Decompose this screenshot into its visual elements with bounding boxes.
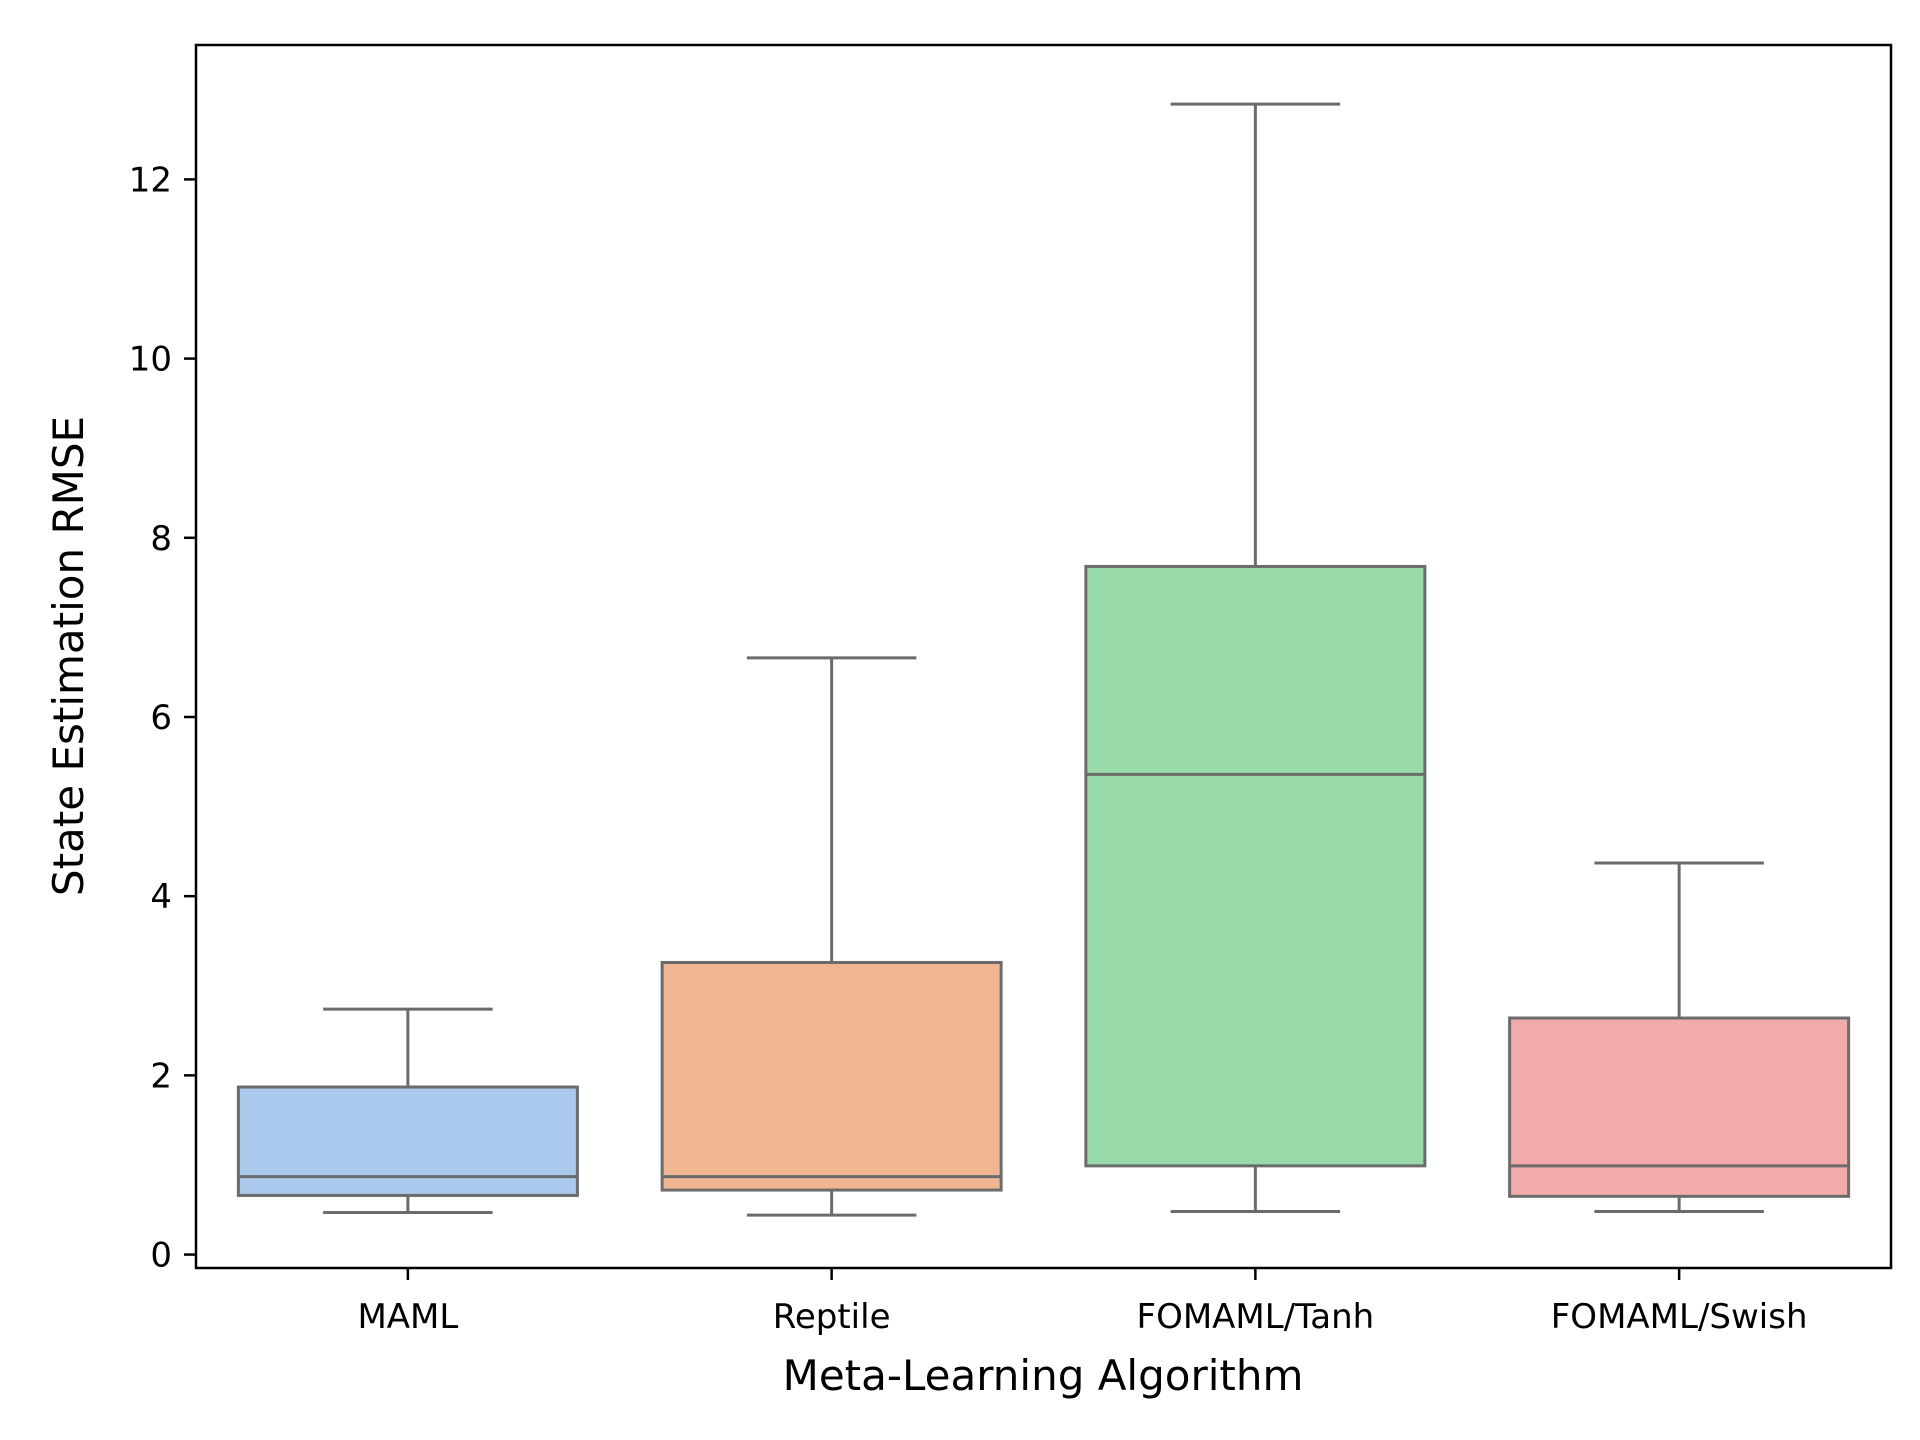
box-fomaml-tanh [1084,102,1427,1214]
y-tick-label: 10 [129,340,172,380]
y-tick-label: 12 [129,160,172,200]
plot-area-frame [194,43,1893,1270]
y-axis: 0 2 4 6 8 10 12 [129,160,196,1276]
box-reptile [660,656,1003,1217]
y-axis-title: State Estimation RMSE [44,416,93,896]
x-tick-label: FOMAML/Tanh [1137,1297,1375,1337]
y-tick-label: 8 [150,519,172,559]
x-tick-label: FOMAML/Swish [1551,1297,1808,1337]
iqr-box [1508,1016,1851,1198]
iqr-box [236,1085,579,1197]
x-axis-title: Meta-Learning Algorithm [783,1351,1304,1400]
y-tick-label: 4 [150,877,172,917]
y-tick-label: 2 [150,1056,172,1096]
x-axis: MAML Reptile FOMAML/Tanh FOMAML/Swish [357,1268,1808,1337]
boxes-layer [236,102,1851,1217]
iqr-box [660,960,1003,1192]
box-maml [236,1007,579,1214]
iqr-box [1084,564,1427,1168]
y-tick-label: 6 [150,698,172,738]
x-tick-label: MAML [357,1297,458,1337]
y-tick-label: 0 [150,1236,172,1276]
x-tick-label: Reptile [773,1297,891,1337]
box-fomaml-swish [1508,861,1851,1214]
